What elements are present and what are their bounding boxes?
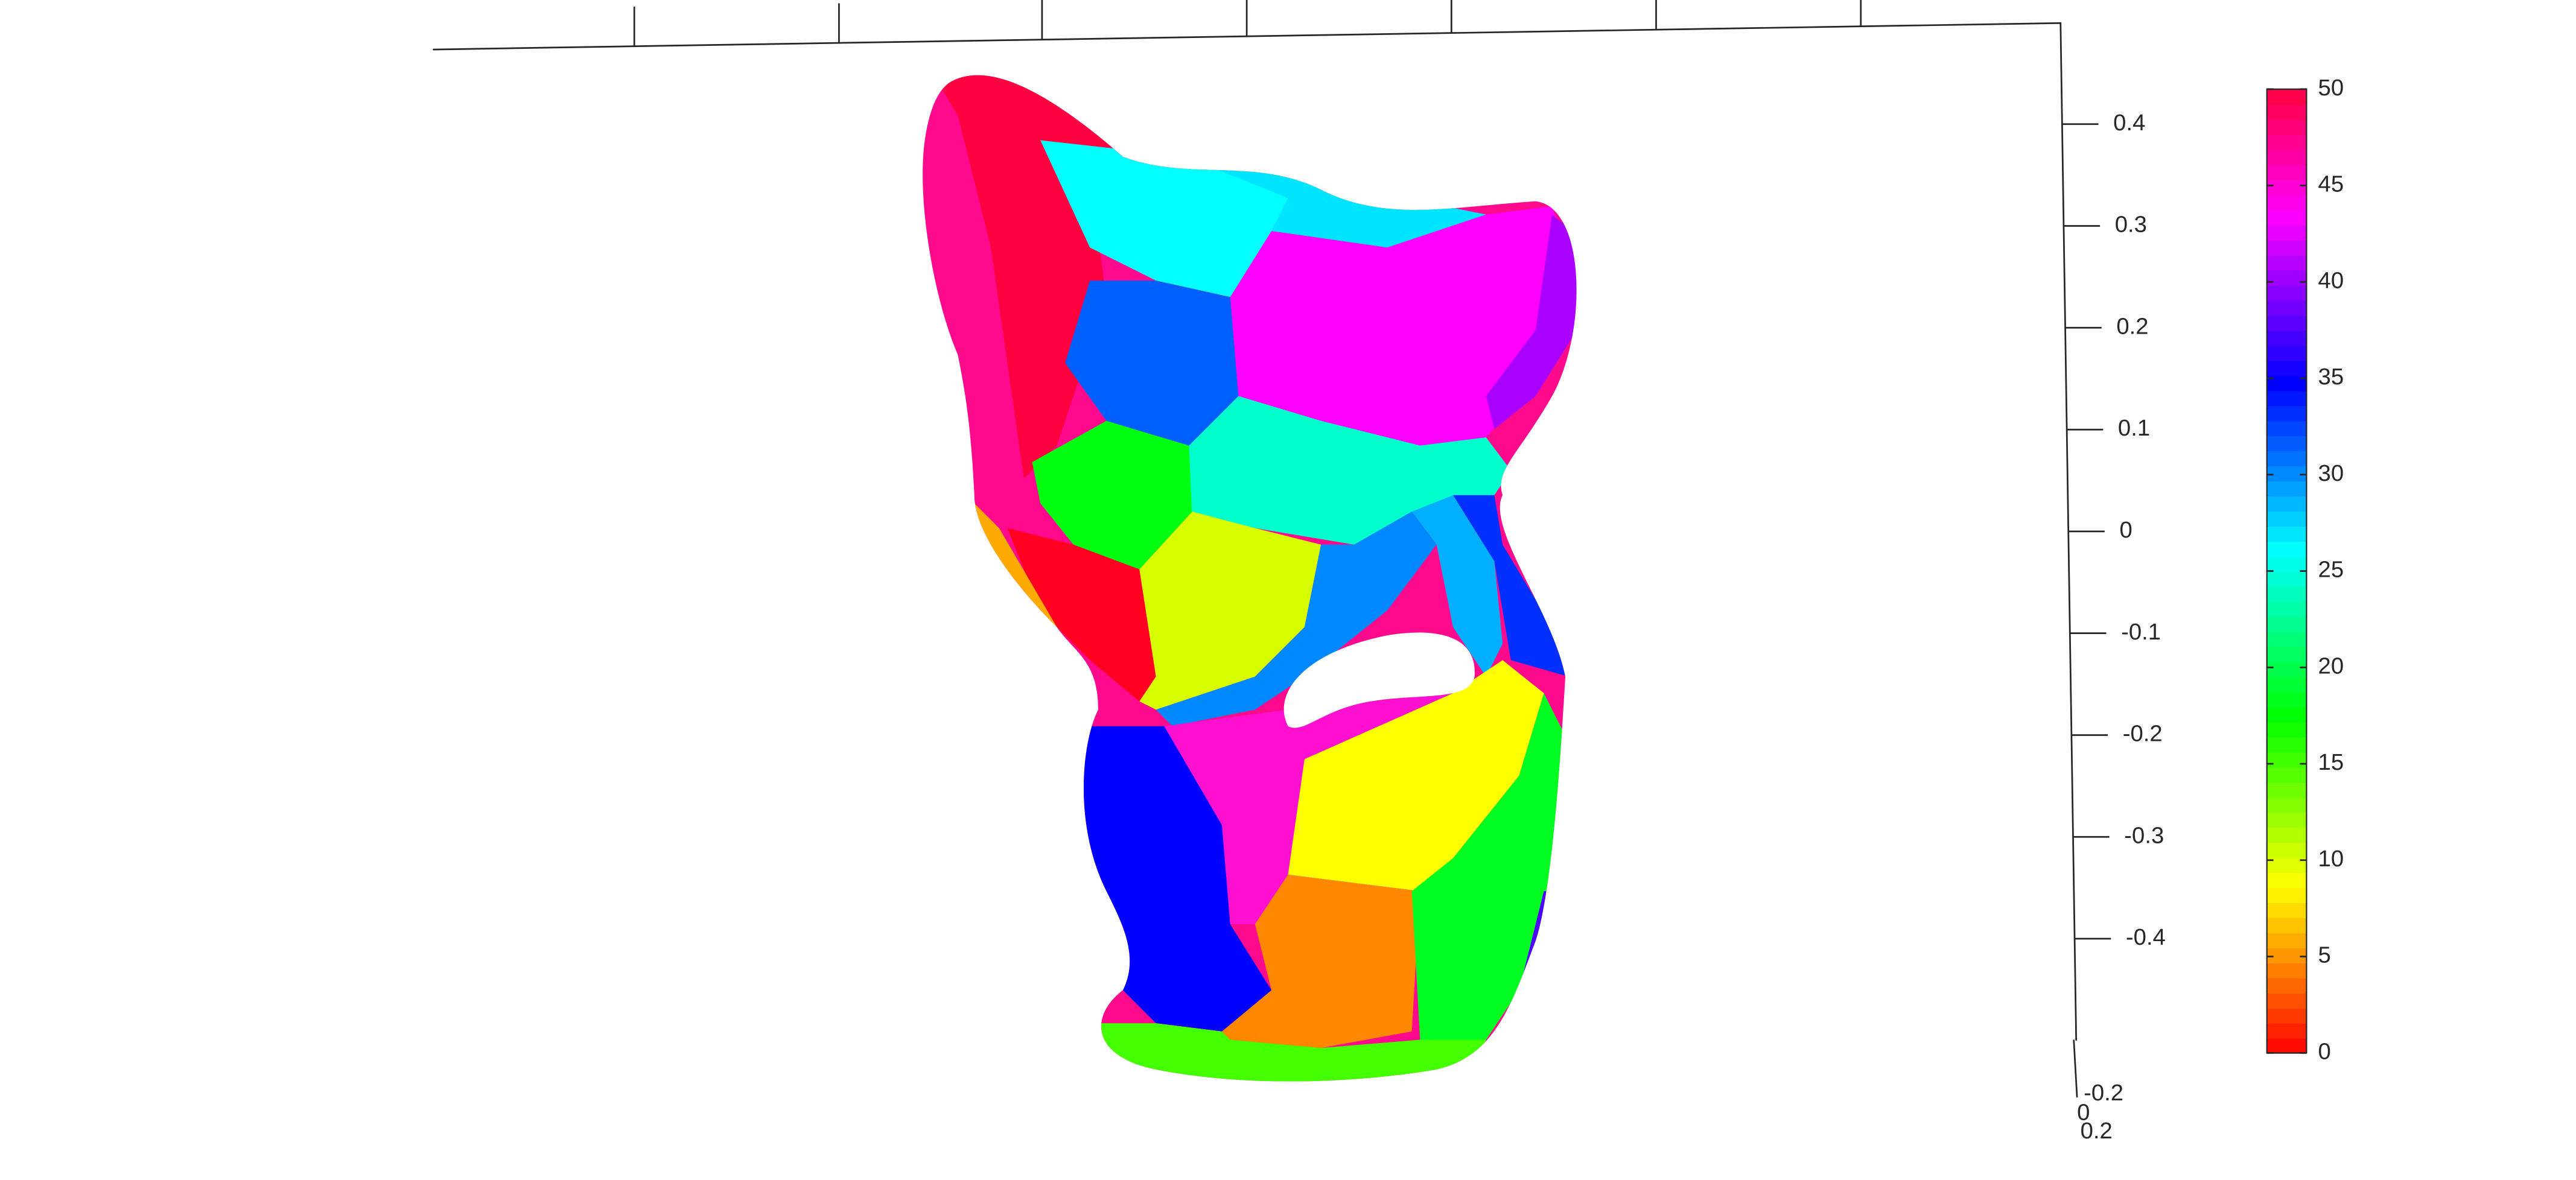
colorbar-band (2266, 917, 2307, 934)
box-edge (433, 0, 2078, 1098)
colorbar: 0 5 10 15 20 25 30 35 40 45 50 (2266, 75, 2344, 1064)
colorbar-tick-label: 45 (2318, 171, 2344, 197)
z-tick-label: 0.3 (2115, 212, 2147, 238)
colorbar-tick-label: 10 (2318, 846, 2344, 872)
colorbar-band (2266, 525, 2307, 542)
colorbar-band (2266, 119, 2307, 135)
colorbar-band (2266, 782, 2307, 798)
colorbar-band (2266, 646, 2307, 662)
surface-hole (1283, 632, 1475, 728)
y-tick-label: 0.2 (2081, 1118, 2113, 1144)
colorbar-band (2266, 134, 2307, 150)
colorbar-band (2266, 737, 2307, 753)
colorbar-band (2266, 270, 2307, 286)
colorbar-band (2266, 345, 2307, 361)
z-tick-label: -0.3 (2124, 822, 2164, 848)
colorbar-tick-label: 20 (2318, 653, 2344, 679)
colorbar-tick-label: 50 (2318, 75, 2344, 101)
colorbar-band (2266, 691, 2307, 708)
colorbar-band (2266, 932, 2307, 948)
colorbar-tick-label: 40 (2318, 267, 2344, 293)
colorbar-tick-label: 30 (2318, 460, 2344, 486)
colorbar-band (2266, 541, 2307, 557)
z-tick-label: 0.2 (2116, 313, 2148, 339)
colorbar-band (2266, 902, 2307, 919)
colorbar-band (2266, 586, 2307, 602)
colorbar-band (2266, 1023, 2307, 1039)
colorbar-band (2266, 811, 2307, 828)
colorbar-band (2266, 194, 2307, 211)
colorbar-band (2266, 887, 2307, 904)
colorbar-band (2266, 631, 2307, 647)
colorbar-band (2266, 601, 2307, 617)
colorbar-band (2266, 962, 2307, 979)
colorbar-tick-label: 35 (2318, 364, 2344, 390)
colorbar-band (2266, 872, 2307, 889)
colorbar-band (2266, 676, 2307, 693)
colorbar-band (2266, 164, 2307, 180)
colorbar-band (2266, 767, 2307, 783)
z-tick-label: -0.2 (2123, 721, 2163, 747)
colorbar-band (2266, 752, 2307, 768)
colorbar-band (2266, 315, 2307, 331)
colorbar-band (2266, 465, 2307, 482)
colorbar-band (2266, 1007, 2307, 1024)
colorbar-band (2266, 706, 2307, 723)
colorbar-band (2266, 796, 2307, 813)
colorbar-band (2266, 480, 2307, 497)
colorbar-band (2266, 405, 2307, 422)
colorbar-band (2266, 495, 2307, 512)
z-tick-label: -0.1 (2121, 619, 2161, 645)
colorbar-band (2266, 224, 2307, 241)
colorbar-band (2266, 842, 2307, 858)
colorbar-tick-label: 15 (2318, 749, 2344, 775)
colorbar-band (2266, 104, 2307, 121)
colorbar-band (2266, 209, 2307, 226)
colorbar-band (2266, 661, 2307, 677)
colorbar-band (2266, 977, 2307, 994)
z-tick-label: 0.4 (2113, 110, 2145, 136)
colorbar-band (2266, 89, 2307, 106)
colorbar-band (2266, 300, 2307, 316)
colorbar-band (2266, 255, 2307, 271)
colorbar-band (2266, 826, 2307, 843)
colorbar-tick-label: 0 (2318, 1038, 2331, 1064)
colorbar-band (2266, 450, 2307, 467)
colorbar-band (2266, 435, 2307, 452)
colorbar-band (2266, 992, 2307, 1009)
z-tick-label: 0.1 (2118, 415, 2150, 441)
z-tick-label: 0 (2120, 517, 2132, 543)
colorbar-tick-label: 5 (2318, 942, 2331, 968)
colorbar-band (2266, 571, 2307, 587)
segmented-surface (923, 75, 1577, 1082)
colorbar-band (2266, 947, 2307, 963)
colorbar-band (2266, 179, 2307, 195)
colorbar-band (2266, 285, 2307, 301)
z-tick-label: -0.4 (2126, 924, 2166, 950)
colorbar-band (2266, 510, 2307, 527)
colorbar-band (2266, 722, 2307, 738)
colorbar-tick-label: 25 (2318, 557, 2344, 583)
colorbar-band (2266, 616, 2307, 632)
colorbar-band (2266, 360, 2307, 376)
colorbar-band (2266, 420, 2307, 437)
colorbar-band (2266, 1038, 2307, 1054)
colorbar-band (2266, 149, 2307, 165)
colorbar-band (2266, 556, 2307, 572)
y-tick-label: 0 (2077, 1100, 2090, 1126)
x-tick-label: -0.2 (2084, 1080, 2123, 1106)
colorbar-band (2266, 239, 2307, 256)
colorbar-band (2266, 390, 2307, 407)
colorbar-band (2266, 330, 2307, 346)
